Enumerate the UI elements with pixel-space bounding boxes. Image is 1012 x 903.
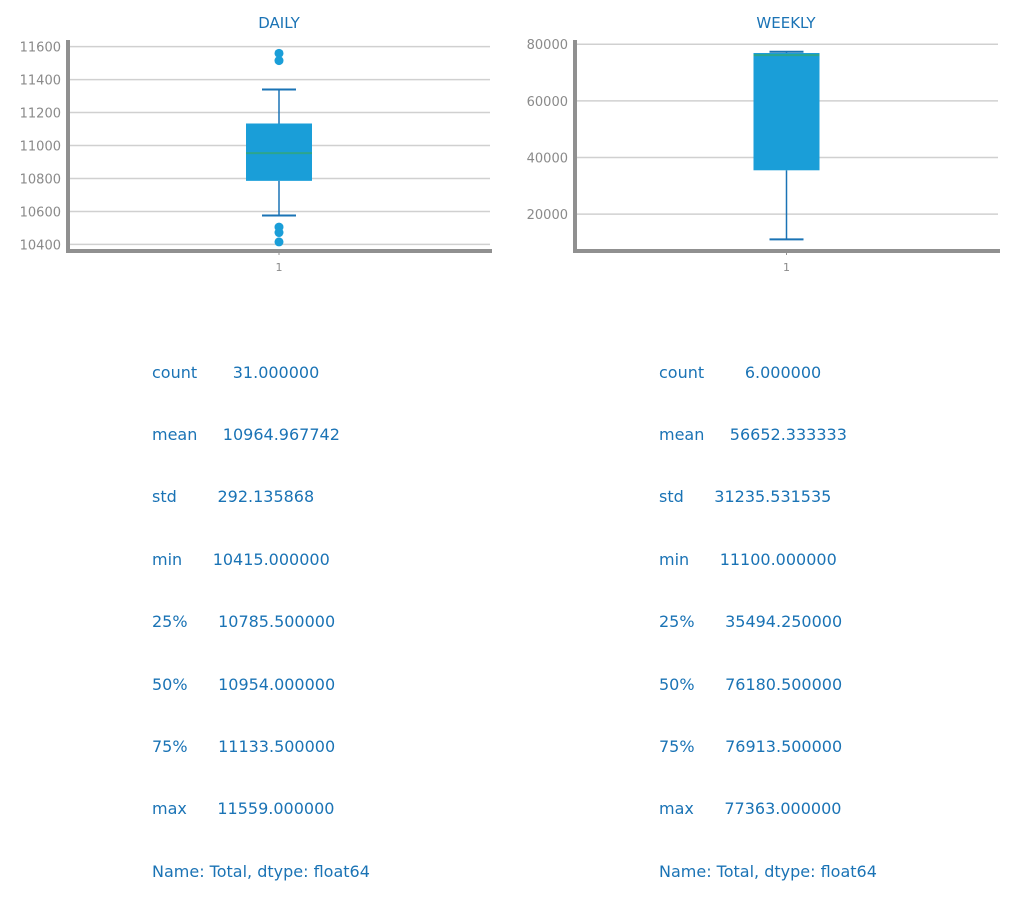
stat-row: count 31.000000 <box>152 362 320 382</box>
stat-row: count 6.000000 <box>659 362 822 382</box>
stat-row: 50% 10954.000000 <box>152 674 336 694</box>
y-tick-label: 10600 <box>20 205 61 220</box>
iqr-box <box>753 52 820 171</box>
chart-title: DAILY <box>258 14 300 32</box>
weekly-chart: 20000 40000 60000 80000 1 WEEKLY <box>527 14 1000 274</box>
stat-row: 75% 11133.500000 <box>152 736 336 756</box>
daily-stats: count 31.000000 mean 10964.967742 std 29… <box>152 321 370 903</box>
stat-row: min 11100.000000 <box>659 549 837 569</box>
stat-row: mean 10964.967742 <box>152 424 340 444</box>
stat-row: Name: Total, dtype: float64 <box>152 861 370 881</box>
outlier-point <box>274 56 284 66</box>
stat-row: max 11559.000000 <box>152 799 335 819</box>
y-tick-label: 20000 <box>527 208 568 223</box>
outlier-point <box>274 48 284 58</box>
outlier-point <box>274 222 284 232</box>
y-tick-label: 80000 <box>527 38 568 53</box>
weekly-stats: count 6.000000 mean 56652.333333 std 312… <box>659 321 877 903</box>
chart-title: WEEKLY <box>756 14 816 32</box>
y-tick-label: 11200 <box>20 107 61 122</box>
stat-row: std 31235.531535 <box>659 487 832 507</box>
stat-row: min 10415.000000 <box>152 549 330 569</box>
stat-row: 75% 76913.500000 <box>659 736 843 756</box>
y-tick-label: 10400 <box>20 238 61 253</box>
y-tick-label: 11000 <box>20 140 61 155</box>
stat-row: mean 56652.333333 <box>659 424 847 444</box>
outlier-point <box>274 237 284 247</box>
stat-row: max 77363.000000 <box>659 799 842 819</box>
stat-row: 50% 76180.500000 <box>659 674 843 694</box>
y-tick-label: 60000 <box>527 95 568 110</box>
box-plots: 10400 10600 10800 11000 11200 11400 11600 1 DAIL… <box>20 14 1000 274</box>
y-tick-label: 11400 <box>20 74 61 89</box>
y-tick-label: 40000 <box>527 152 568 167</box>
stat-row: 25% 10785.500000 <box>152 612 336 632</box>
x-tick-label: 1 <box>783 261 790 274</box>
stat-row: 25% 35494.250000 <box>659 612 843 632</box>
stat-row: std 292.135868 <box>152 487 315 507</box>
daily-chart: 10400 10600 10800 11000 11200 11400 11600 1 DAIL… <box>20 14 492 274</box>
x-tick-label: 1 <box>276 261 283 274</box>
stat-row: Name: Total, dtype: float64 <box>659 861 877 881</box>
y-tick-label: 11600 <box>20 41 61 56</box>
y-tick-label: 10800 <box>20 172 61 187</box>
